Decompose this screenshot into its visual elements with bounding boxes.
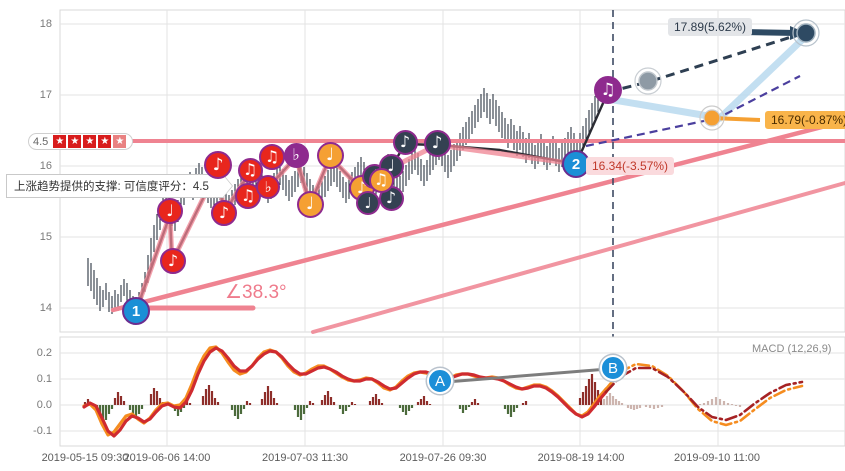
note-marker-purple-icon[interactable]: ♫ — [594, 76, 622, 104]
star-icon: ★ — [83, 135, 97, 148]
trend-angle-label: ∠38.3° — [225, 282, 287, 303]
note-marker-orange-icon[interactable]: ♩ — [296, 190, 324, 218]
xtick-0: 2019-05-15 09:30 — [41, 452, 129, 464]
macd-dif-forecast — [604, 366, 804, 422]
pivot-marker-1[interactable]: 1 — [122, 297, 150, 325]
note-marker-red-icon[interactable]: ♪ — [211, 200, 237, 226]
support-tooltip: 上涨趋势提供的支撑: 可信度评分：4.5 — [6, 174, 233, 198]
star-half-icon: ★ — [113, 135, 127, 148]
price-ytick-1: 17 — [39, 89, 52, 101]
macd-ab-line — [444, 367, 610, 384]
xtick-5: 2019-09-10 11:00 — [673, 452, 761, 464]
note-marker-red-icon[interactable]: ♭ — [256, 175, 280, 199]
macd-panel-grid — [59, 336, 845, 447]
forecast-high-point — [796, 23, 816, 43]
xtick-4: 2019-08-19 14:00 — [537, 452, 625, 464]
note-marker-dark-icon[interactable]: ♪ — [423, 129, 451, 157]
forecast-high-halo — [792, 19, 820, 47]
macd-ytick-0: 0.2 — [36, 347, 52, 359]
xtick-2: 2019-07-03 11:30 — [261, 452, 349, 464]
macd-lines — [82, 345, 804, 438]
pivot-gray-point — [638, 71, 658, 91]
macd-marker-b[interactable]: B — [600, 355, 626, 381]
pivot-marker-2[interactable]: 2 — [562, 150, 590, 178]
note-marker-red-icon[interactable]: ♫ — [259, 144, 285, 170]
rating-value: 4.5 — [33, 135, 49, 148]
macd-dea-forecast — [604, 362, 804, 427]
callout-forecast-high: 17.89(5.62%) — [668, 18, 753, 36]
star-icon: ★ — [98, 135, 112, 148]
note-marker-purple-icon[interactable]: ♭ — [283, 142, 309, 168]
macd-ytick-3: -0.1 — [33, 425, 52, 437]
trend-lines — [58, 118, 845, 334]
star-icon: ★ — [68, 135, 82, 148]
forecast-high-line — [607, 31, 805, 94]
note-marker-red-icon[interactable]: ♩ — [157, 198, 183, 224]
support-line-rising — [110, 118, 845, 313]
forecast-low-halo — [699, 105, 725, 131]
star-icon: ★ — [53, 135, 67, 148]
forecast-lines — [585, 19, 820, 148]
price-ytick-0: 18 — [39, 18, 52, 30]
note-marker-dark-icon[interactable]: ♩ — [356, 191, 380, 215]
macd-marker-a[interactable]: A — [427, 368, 453, 394]
forecast-low-point — [703, 109, 721, 127]
price-ytick-4: 14 — [39, 302, 52, 314]
note-marker-red-icon[interactable]: ♪ — [160, 248, 186, 274]
macd-dif-line — [82, 346, 608, 438]
note-marker-orange-icon[interactable]: ♫ — [368, 167, 394, 193]
macd-indicator-title: MACD (12,26,9) — [752, 343, 832, 355]
callout-forecast-low: 16.79(-0.87%) — [765, 111, 845, 129]
pivot-gray-halo — [634, 67, 662, 95]
confidence-rating-badge[interactable]: 4.5 ★ ★ ★ ★ ★ — [28, 133, 134, 150]
price-ytick-3: 15 — [39, 231, 52, 243]
xtick-3: 2019-07-26 09:30 — [399, 452, 487, 464]
support-line-upper — [311, 181, 845, 334]
callout-pivot-2: 16.34(-3.57%) — [586, 157, 675, 175]
note-marker-dark-icon[interactable]: ♪ — [392, 129, 418, 155]
note-marker-orange-icon[interactable]: ♩ — [316, 141, 344, 169]
note-marker-red-icon[interactable]: ♪ — [204, 151, 232, 179]
macd-ytick-1: 0.1 — [36, 373, 52, 385]
macd-ytick-2: 0.0 — [36, 399, 52, 411]
note-marker-red-icon[interactable]: ♫ — [237, 157, 263, 183]
price-ytick-2: 16 — [39, 160, 52, 172]
xtick-1: 2019-06-06 14:00 — [123, 452, 211, 464]
macd-histogram — [83, 374, 742, 423]
